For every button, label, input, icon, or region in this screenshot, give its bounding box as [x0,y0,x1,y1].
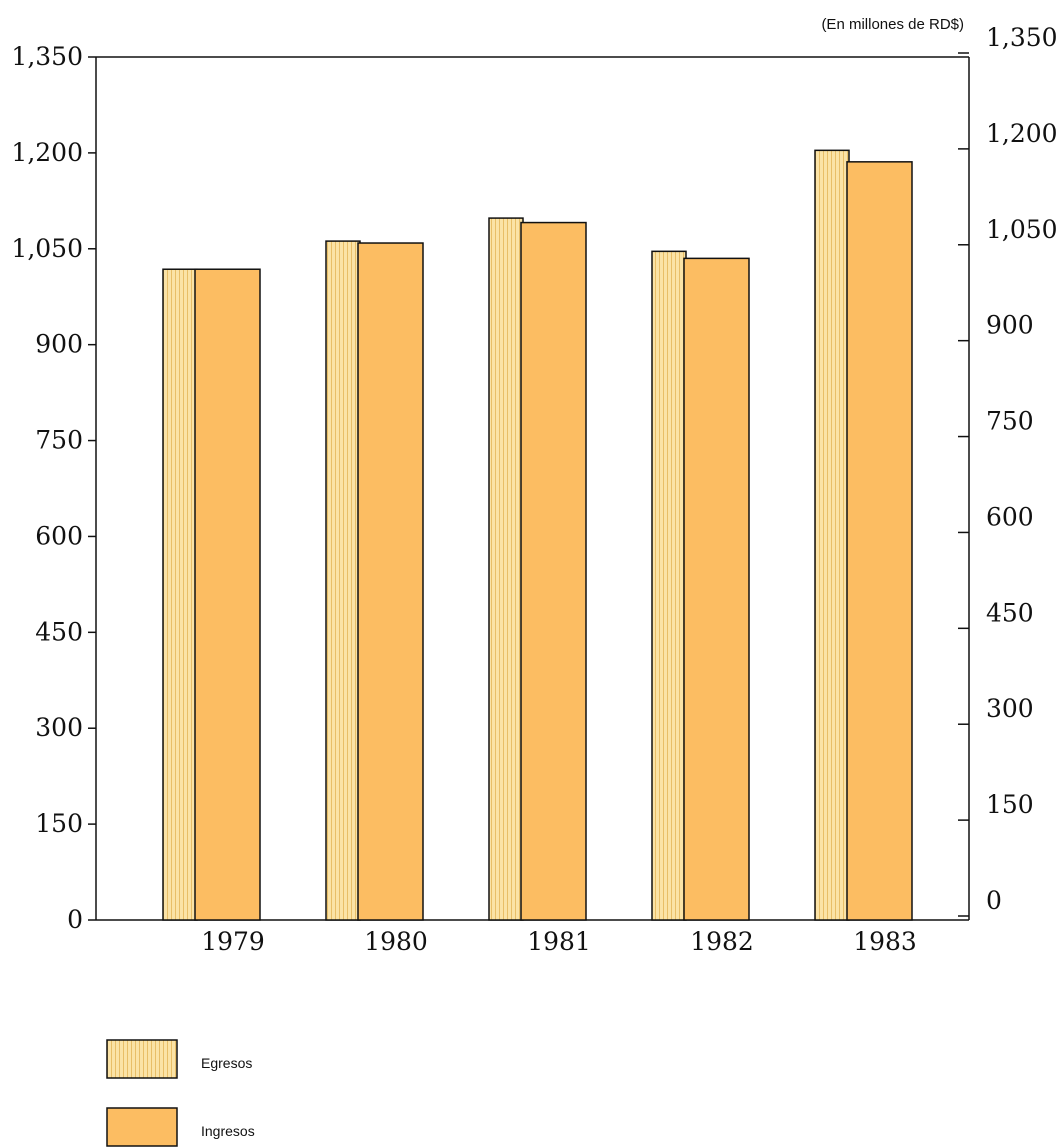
right-tick-label: 1,350 [986,23,1058,52]
left-tick-label: 900 [35,330,83,359]
right-tick-label: 0 [986,886,1002,915]
left-tick-label: 1,200 [11,138,83,167]
right-tick-label: 150 [986,790,1034,819]
bar-ingresos-1982 [683,257,750,921]
left-tick-label: 600 [35,521,83,550]
x-tick-label: 1982 [690,927,754,956]
bar-ingresos-1979 [194,268,261,921]
right-tick-label: 450 [986,598,1034,627]
bar-egresos-1980 [325,240,361,921]
legend-swatch-egresos [106,1039,178,1079]
right-tick-label: 600 [986,502,1034,531]
x-tick-label: 1980 [364,927,428,956]
legend-swatch-ingresos [106,1107,178,1147]
legend-label-ingresos: Ingresos [201,1123,255,1139]
legend: Egresos Ingresos [106,1039,255,1147]
left-tick-label: 0 [67,905,83,934]
right-tick-label: 1,200 [986,119,1058,148]
bar-ingresos-1980 [357,242,424,921]
x-tick-label: 1979 [201,927,265,956]
left-tick-label: 750 [35,426,83,455]
bar-egresos-1981 [488,217,524,921]
unit-note: (En millones de RD$) [821,16,964,33]
bar-ingresos-1981 [520,221,587,921]
left-tick-label: 150 [35,809,83,838]
bar-ingresos-1983 [846,161,913,921]
left-tick-label: 1,050 [11,234,83,263]
left-tick-label: 450 [35,617,83,646]
right-tick-label: 1,050 [986,215,1058,244]
x-axis-labels: 1979 1980 1981 1982 1983 [201,927,917,956]
bar-egresos-1982 [651,250,687,921]
bar-egresos-1979 [162,268,198,921]
legend-label-egresos: Egresos [201,1055,252,1071]
right-axis: 0 150 300 450 600 750 900 1,050 1,200 1,350 [958,23,1058,917]
bar-egresos-1983 [814,149,850,921]
left-tick-label: 1,350 [11,42,83,71]
left-axis: 0 150 300 450 600 750 900 1,050 1,200 1,350 [11,42,96,934]
bars [162,149,913,921]
right-tick-label: 300 [986,694,1034,723]
left-tick-label: 300 [35,713,83,742]
x-tick-label: 1981 [527,927,591,956]
x-tick-label: 1983 [853,927,917,956]
right-tick-label: 900 [986,311,1034,340]
right-tick-label: 750 [986,407,1034,436]
